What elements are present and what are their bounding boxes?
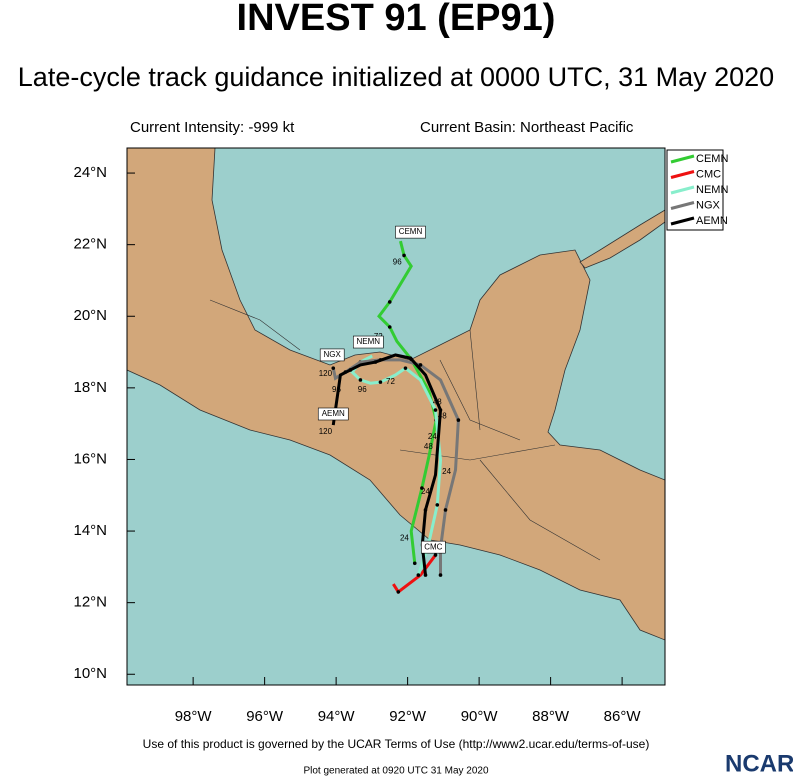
y-tick-label: 16°N bbox=[73, 450, 107, 467]
generated: Plot generated at 0920 UTC 31 May 2020 bbox=[303, 766, 489, 777]
track-point bbox=[435, 503, 440, 507]
track-label-box bbox=[352, 335, 384, 349]
track-point bbox=[438, 573, 443, 577]
track-label-box bbox=[395, 225, 426, 239]
track-point bbox=[418, 363, 423, 367]
cuba bbox=[579, 209, 665, 269]
track-point bbox=[373, 360, 378, 364]
y-tick-label: 20°N bbox=[73, 307, 107, 324]
hour-label: 24 bbox=[400, 533, 409, 542]
track-point bbox=[420, 486, 424, 490]
track-point bbox=[331, 366, 336, 370]
track-label-box bbox=[319, 348, 345, 362]
hour-label: 72 bbox=[386, 377, 395, 386]
subtitle: Late-cycle track guidance initialized at… bbox=[18, 62, 774, 92]
legend-label: AEMN bbox=[696, 215, 728, 227]
hour-label: 120 bbox=[319, 369, 333, 378]
intensity: Current Intensity: -999 kt bbox=[130, 119, 295, 136]
map-area: 967224244848247296120961204824CEMNNEMNNG… bbox=[127, 148, 665, 685]
y-tick-label: 10°N bbox=[73, 665, 107, 682]
track-point bbox=[396, 590, 401, 594]
hour-label: 96 bbox=[358, 385, 367, 394]
tracks: 967224244848247296120961204824CEMNNEMNNG… bbox=[317, 225, 461, 595]
legend-swatch bbox=[670, 201, 695, 210]
legend-swatch bbox=[670, 185, 695, 195]
track-point bbox=[412, 561, 417, 566]
x-tick-label: 92°W bbox=[389, 708, 427, 725]
track-point bbox=[403, 366, 408, 370]
x-tick-label: 86°W bbox=[604, 708, 642, 725]
track-point bbox=[408, 356, 413, 360]
track-label-box bbox=[421, 540, 446, 554]
title: INVEST 91 (EP91) bbox=[237, 0, 556, 39]
hour-label: 96 bbox=[393, 257, 402, 266]
hour-label: 24 bbox=[428, 432, 437, 441]
hour-label: 24 bbox=[442, 467, 451, 476]
track bbox=[331, 353, 443, 576]
track-point bbox=[387, 300, 392, 304]
y-tick-label: 24°N bbox=[73, 164, 107, 181]
borders bbox=[209, 299, 601, 561]
hour-label: 120 bbox=[319, 427, 333, 436]
track-point bbox=[433, 408, 438, 412]
legend-entries: CEMN CMC NEMN NGX AEMN bbox=[670, 153, 728, 227]
track-label: AEMN bbox=[322, 409, 345, 418]
track-point bbox=[378, 380, 383, 384]
legend-label: CEMN bbox=[696, 153, 728, 165]
track-point bbox=[416, 573, 421, 577]
legend-swatch bbox=[670, 170, 695, 179]
basin: Current Basin: Northeast Pacific bbox=[420, 119, 634, 136]
track-point bbox=[443, 508, 448, 512]
x-tick-label: 96°W bbox=[246, 708, 284, 725]
hour-label: 48 bbox=[424, 442, 433, 451]
track-label: CEMN bbox=[399, 227, 423, 236]
track-label: NEMN bbox=[357, 337, 381, 346]
hour-label: 24 bbox=[421, 487, 430, 496]
track-point bbox=[387, 325, 392, 329]
legend-label: CMC bbox=[696, 168, 721, 180]
y-tick-label: 18°N bbox=[73, 379, 107, 396]
y-tick-label: 12°N bbox=[73, 594, 107, 611]
frame bbox=[126, 147, 666, 686]
x-tick-label: 98°W bbox=[175, 708, 213, 725]
logo: NCAR bbox=[725, 750, 793, 777]
x-tick-label: 94°W bbox=[318, 708, 356, 725]
axes: 98°W 96°W 94°W 92°W 90°W 88°W 86°W 24°N 22°N 20°N… bbox=[73, 164, 641, 725]
y-tick-label: 22°N bbox=[73, 236, 107, 253]
terms: Use of this product is governed by the U… bbox=[143, 737, 650, 751]
legend-label: NEMN bbox=[696, 184, 728, 196]
track-point bbox=[358, 378, 363, 382]
hour-label: 96 bbox=[332, 385, 341, 394]
legend bbox=[666, 149, 724, 231]
hour-label: 48 bbox=[433, 397, 442, 406]
track-point bbox=[423, 573, 428, 577]
track-point bbox=[456, 418, 461, 422]
track-point bbox=[423, 508, 428, 512]
track-label: NGX bbox=[324, 350, 342, 359]
track bbox=[392, 554, 437, 595]
hour-label: 48 bbox=[438, 411, 447, 420]
legend-label: NGX bbox=[696, 199, 721, 211]
track-label-box bbox=[317, 407, 349, 421]
track-point bbox=[402, 253, 406, 258]
legend-swatch bbox=[670, 154, 695, 164]
track-point bbox=[433, 553, 438, 557]
x-tick-label: 90°W bbox=[461, 708, 499, 725]
x-tick-label: 88°W bbox=[532, 708, 570, 725]
track-point bbox=[348, 368, 353, 372]
track bbox=[350, 354, 443, 576]
land bbox=[127, 148, 665, 641]
y-tick-label: 14°N bbox=[73, 522, 107, 539]
legend-swatch bbox=[670, 216, 695, 226]
track-point bbox=[438, 408, 443, 412]
track-label: CMC bbox=[424, 542, 442, 551]
track bbox=[377, 240, 438, 564]
